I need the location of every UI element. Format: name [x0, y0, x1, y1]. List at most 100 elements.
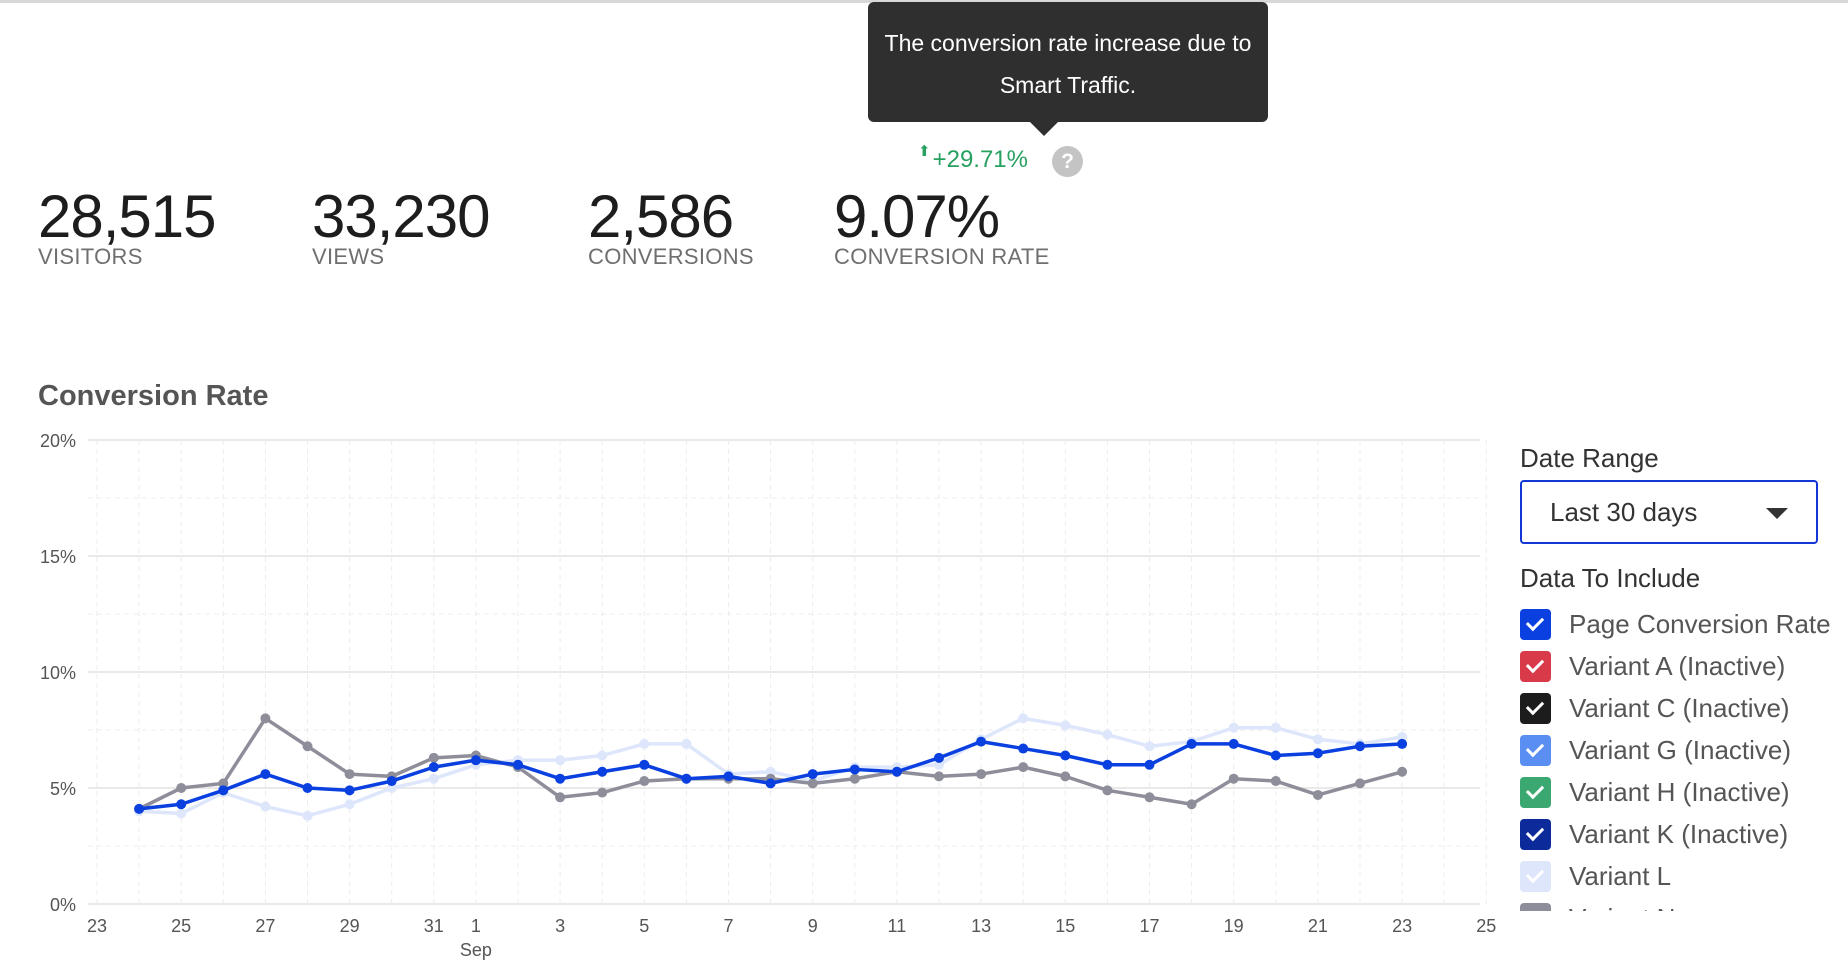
- data-point: [176, 799, 187, 810]
- data-point: [1018, 713, 1029, 724]
- data-point: [1144, 759, 1155, 770]
- data-point: [1312, 789, 1323, 800]
- x-tick-label: 25: [171, 916, 191, 936]
- data-point: [176, 783, 187, 793]
- stat-conversion-rate: 9.07% CONVERSION RATE: [834, 180, 1050, 270]
- conversion-change-value: +29.71%: [932, 146, 1028, 173]
- checkbox[interactable]: [1520, 692, 1551, 724]
- checkbox[interactable]: [1520, 902, 1551, 911]
- legend-label: Variant A (Inactive): [1569, 650, 1786, 681]
- date-range-value: Last 30 days: [1550, 497, 1698, 527]
- data-point: [1270, 722, 1281, 733]
- legend-item-page-conversion-rate[interactable]: Page Conversion Rate: [1520, 603, 1840, 645]
- stat-value: 33,230: [312, 183, 491, 250]
- data-point: [1186, 799, 1197, 810]
- stat-label: CONVERSIONS: [588, 244, 754, 269]
- data-point: [807, 778, 818, 789]
- x-tick-label: 31: [424, 916, 444, 936]
- date-range-select[interactable]: Last 30 days: [1520, 480, 1818, 544]
- y-tick-label: 0%: [50, 895, 76, 915]
- caret-down-icon: [1766, 508, 1788, 519]
- legend-item-variant-c[interactable]: Variant C (Inactive): [1520, 687, 1840, 729]
- conversion-rate-chart: 0% 5% 10% 15% 20% 23 25 27 29 31 1 Sep 3 5 7 9 11 13 15 17 1…: [40, 431, 1496, 960]
- x-tick-label: 23: [1392, 916, 1412, 936]
- legend-item-variant-g[interactable]: Variant G (Inactive): [1520, 729, 1840, 771]
- data-point: [176, 808, 187, 819]
- x-tick-label: 29: [340, 916, 360, 936]
- legend-item-variant-n[interactable]: Variant N: [1520, 897, 1840, 911]
- data-point: [513, 759, 523, 770]
- legend-label: Variant N: [1569, 903, 1675, 912]
- data-point: [934, 752, 944, 763]
- checkbox[interactable]: [1520, 860, 1551, 892]
- data-point: [260, 801, 271, 812]
- conversion-change: ⬆ +29.71%: [918, 143, 1028, 174]
- data-point: [344, 785, 355, 796]
- series-legend: Page Conversion Rate Variant A (Inactive…: [1520, 603, 1840, 911]
- checkbox[interactable]: [1520, 608, 1551, 640]
- y-tick-label: 15%: [40, 547, 76, 567]
- checkbox[interactable]: [1520, 734, 1551, 766]
- data-point: [597, 766, 608, 777]
- x-tick-label: 25: [1476, 916, 1496, 936]
- checkbox[interactable]: [1520, 650, 1551, 682]
- data-to-include-label: Data To Include: [1520, 563, 1701, 593]
- data-point: [1018, 743, 1029, 754]
- top-divider: [0, 0, 1848, 3]
- data-point: [344, 799, 355, 810]
- data-point: [934, 771, 944, 782]
- data-point: [555, 773, 566, 784]
- tooltip-line-2: Smart Traffic.: [999, 72, 1137, 98]
- data-point: [218, 785, 229, 796]
- data-point: [428, 752, 439, 763]
- tooltip: The conversion rate increase due to Smar…: [868, 2, 1268, 136]
- data-point: [849, 764, 860, 775]
- data-point: [1355, 741, 1365, 752]
- x-tick-label: 13: [971, 916, 991, 936]
- legend-label: Variant G (Inactive): [1569, 734, 1792, 765]
- x-tick-label: 3: [555, 916, 565, 936]
- data-point: [723, 771, 734, 782]
- legend-item-variant-h[interactable]: Variant H (Inactive): [1520, 771, 1840, 813]
- checkbox[interactable]: [1520, 776, 1551, 808]
- x-tick-label: 27: [255, 916, 275, 936]
- data-point: [597, 787, 608, 798]
- data-point: [765, 778, 776, 789]
- data-point: [1060, 771, 1071, 782]
- data-point: [1228, 722, 1239, 733]
- x-tick-label: 1: [471, 916, 481, 936]
- data-point: [218, 778, 229, 789]
- x-tick-label: 7: [723, 916, 733, 936]
- data-point: [1102, 785, 1113, 796]
- stat-label: VIEWS: [312, 244, 385, 269]
- x-tick-label: 23: [87, 916, 107, 936]
- data-point: [639, 759, 650, 770]
- data-point: [302, 783, 313, 793]
- stat-label: CONVERSION RATE: [834, 244, 1050, 269]
- data-point: [1228, 738, 1239, 749]
- help-icon[interactable]: ?: [1052, 146, 1083, 177]
- data-point: [1102, 759, 1113, 770]
- legend-item-variant-l[interactable]: Variant L: [1520, 855, 1840, 897]
- data-point: [1102, 729, 1113, 740]
- legend-label: Variant C (Inactive): [1569, 692, 1790, 723]
- legend-label: Variant H (Inactive): [1569, 776, 1790, 807]
- legend-item-variant-a[interactable]: Variant A (Inactive): [1520, 645, 1840, 687]
- stat-value: 2,586: [588, 183, 734, 250]
- stat-conversions: 2,586 CONVERSIONS: [588, 180, 754, 270]
- data-point: [1144, 792, 1155, 803]
- data-point: [891, 766, 902, 777]
- checkbox[interactable]: [1520, 818, 1551, 850]
- data-point: [1018, 762, 1029, 773]
- data-point: [344, 769, 355, 780]
- stat-value: 9.07%: [834, 183, 1000, 250]
- data-point: [976, 736, 987, 747]
- legend-item-variant-k[interactable]: Variant K (Inactive): [1520, 813, 1840, 855]
- data-point: [302, 741, 313, 752]
- data-point: [681, 738, 692, 749]
- x-tick-label: 17: [1139, 916, 1159, 936]
- stat-views: 33,230 VIEWS: [312, 180, 491, 270]
- date-range-label: Date Range: [1520, 443, 1659, 473]
- data-point: [976, 769, 987, 780]
- data-point: [1228, 773, 1239, 784]
